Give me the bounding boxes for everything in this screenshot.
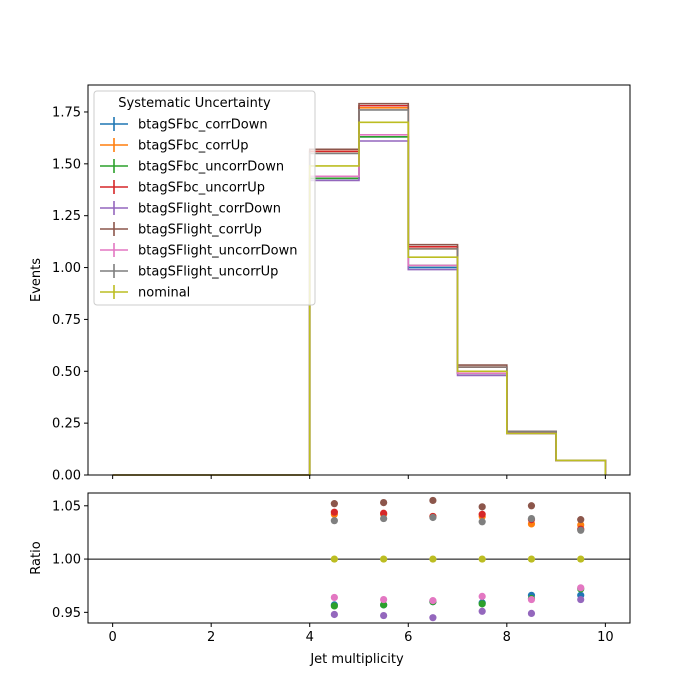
ratio-point-btagSFlight_uncorrDown <box>330 593 338 602</box>
legend-label-btagSFbc_uncorrUp: btagSFbc_uncorrUp <box>138 181 265 196</box>
legend-label-btagSFbc_corrUp: btagSFbc_corrUp <box>138 139 249 154</box>
ratio-point-btagSFlight_corrUp <box>380 498 388 507</box>
ratio-axes-frame <box>87 492 631 624</box>
legend-label-btagSFlight_corrDown: btagSFlight_corrDown <box>138 202 281 217</box>
ratio-y-tick-label: 0.95 <box>52 606 81 621</box>
ratio-point-nominal <box>429 555 437 563</box>
bottom-panel: 0.95 1.00 1.05 0 2 4 6 8 10 Ratio Jet multiplic… <box>29 492 631 667</box>
x-tick-label: 0 <box>108 630 116 645</box>
x-tick-label: 4 <box>306 630 314 645</box>
ratio-y-axis-label: Ratio <box>29 541 44 574</box>
ratio-point-nominal <box>527 555 536 563</box>
top-y-tick-label: 0.00 <box>52 469 81 484</box>
ratio-y-tick-label: 1.00 <box>52 553 81 568</box>
ratio-point-btagSFlight_uncorrUp <box>429 513 437 522</box>
ratio-point-btagSFbc_uncorrUp <box>380 509 388 517</box>
ratio-point-btagSFlight_uncorrUp <box>577 526 585 534</box>
ratio-point-btagSFbc_uncorrUp <box>330 508 338 516</box>
ratio-point-btagSFlight_uncorrDown <box>577 584 585 592</box>
ratio-point-btagSFlight_uncorrDown <box>380 595 388 604</box>
top-axes-frame <box>87 84 631 476</box>
ratio-point-btagSFlight_corrDown <box>429 614 437 622</box>
top-x-ticks <box>112 475 606 479</box>
legend-title: Systematic Uncertainty <box>118 96 271 111</box>
ratio-point-nominal <box>330 555 338 563</box>
ratio-point-btagSFlight_corrUp <box>330 500 338 508</box>
top-y-axis-label: Events <box>29 258 44 302</box>
ratio-point-btagSFlight_uncorrUp <box>478 518 486 526</box>
top-y-tick-label: 1.00 <box>52 261 81 276</box>
x-tick-label: 6 <box>404 630 412 645</box>
ratio-y-tick-label: 1.05 <box>52 499 81 514</box>
ratio-point-btagSFlight_uncorrDown <box>527 595 536 604</box>
ratio-point-btagSFbc_uncorrDown <box>380 601 388 609</box>
ratio-y-ticks: 0.95 1.00 1.05 <box>52 499 88 621</box>
legend-label-nominal: nominal <box>138 286 190 301</box>
ratio-point-btagSFlight_corrUp <box>577 516 585 524</box>
ratio-point-btagSFlight_uncorrUp <box>380 514 388 523</box>
x-tick-label: 8 <box>503 630 511 645</box>
ratio-x-ticks: 0 2 4 6 8 10 <box>108 623 614 645</box>
legend-label-btagSFlight_uncorrDown: btagSFlight_uncorrDown <box>138 244 298 259</box>
legend: Systematic Uncertainty btagSFbc_corrDownb… <box>93 90 316 306</box>
top-y-tick-label: 1.50 <box>52 157 81 172</box>
legend-box <box>93 90 316 306</box>
ratio-point-nominal <box>478 555 486 563</box>
ratio-plot-area <box>88 493 630 623</box>
ratio-point-btagSFlight_corrUp <box>478 503 486 511</box>
ratio-point-btagSFlight_corrUp <box>429 496 437 505</box>
top-y-tick-label: 0.25 <box>52 417 81 432</box>
x-axis-label: Jet multiplicity <box>309 652 404 667</box>
ratio-point-nominal <box>380 555 388 563</box>
ratio-point-btagSFlight_uncorrDown <box>429 597 437 605</box>
ratio-point-btagSFlight_corrDown <box>527 609 536 618</box>
ratio-point-btagSFlight_corrDown <box>577 595 585 604</box>
top-panel: 0.000.250.500.751.001.251.501.75 Events … <box>29 84 631 484</box>
ratio-point-btagSFbc_uncorrDown <box>330 602 338 610</box>
ratio-point-btagSFlight_uncorrUp <box>527 514 536 523</box>
ratio-point-btagSFlight_corrDown <box>330 610 338 619</box>
ratio-point-btagSFlight_uncorrUp <box>330 517 338 525</box>
ratio-points-group <box>330 496 585 622</box>
top-y-tick-label: 1.25 <box>52 209 81 224</box>
legend-label-btagSFlight_uncorrUp: btagSFlight_uncorrUp <box>138 265 278 280</box>
ratio-point-btagSFlight_uncorrDown <box>478 592 486 600</box>
ratio-point-btagSFlight_corrUp <box>527 502 536 510</box>
top-y-tick-label: 0.50 <box>52 365 81 380</box>
top-y-tick-label: 0.75 <box>52 313 81 328</box>
top-y-tick-label: 1.75 <box>52 105 81 120</box>
ratio-point-btagSFbc_uncorrDown <box>478 600 486 608</box>
x-tick-label: 10 <box>597 630 614 645</box>
top-y-ticks: 0.00 0.25 0.50 0.75 1.00 1.25 1.50 1.75 <box>52 105 88 484</box>
ratio-point-btagSFlight_corrDown <box>478 607 486 615</box>
ratio-point-btagSFbc_uncorrUp <box>478 510 486 518</box>
ratio-point-nominal <box>577 555 585 563</box>
legend-label-btagSFbc_uncorrDown: btagSFbc_uncorrDown <box>138 160 284 175</box>
x-tick-label: 2 <box>207 630 215 645</box>
legend-label-btagSFbc_corrDown: btagSFbc_corrDown <box>138 118 268 133</box>
legend-label-btagSFlight_corrUp: btagSFlight_corrUp <box>138 223 262 238</box>
ratio-point-btagSFlight_corrDown <box>380 611 388 620</box>
